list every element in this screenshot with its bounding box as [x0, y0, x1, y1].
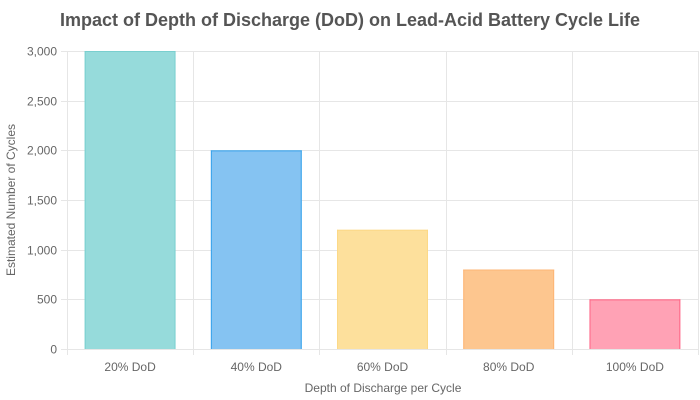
- bar: [463, 269, 555, 349]
- y-axis-ticks: 0 500 1,000 1,500 2,000 2,500 3,000: [27, 45, 57, 357]
- y-tick-label: 1,500: [27, 194, 57, 208]
- y-tick-label: 2,500: [27, 95, 57, 109]
- chart-title: Impact of Depth of Discharge (DoD) on Le…: [60, 10, 640, 30]
- bar: [84, 51, 176, 349]
- y-tick-label: 500: [37, 293, 57, 307]
- bars: [84, 51, 681, 349]
- x-tick-label: 20% DoD: [104, 360, 156, 374]
- x-tick-label: 80% DoD: [483, 360, 535, 374]
- y-axis-title: Estimated Number of Cycles: [4, 124, 18, 276]
- x-tick-label: 100% DoD: [606, 360, 664, 374]
- bar: [337, 229, 428, 349]
- x-tick-label: 40% DoD: [231, 360, 283, 374]
- y-tick-label: 3,000: [27, 45, 57, 59]
- y-tick-label: 1,000: [27, 244, 57, 258]
- y-tick-label: 0: [50, 343, 57, 357]
- bar: [210, 150, 302, 349]
- bar: [589, 299, 681, 349]
- x-axis-ticks: 20% DoD 40% DoD 60% DoD 80% DoD 100% DoD: [104, 360, 664, 374]
- x-axis-title: Depth of Discharge per Cycle: [305, 381, 462, 395]
- x-tick-label: 60% DoD: [357, 360, 409, 374]
- y-tick-label: 2,000: [27, 144, 57, 158]
